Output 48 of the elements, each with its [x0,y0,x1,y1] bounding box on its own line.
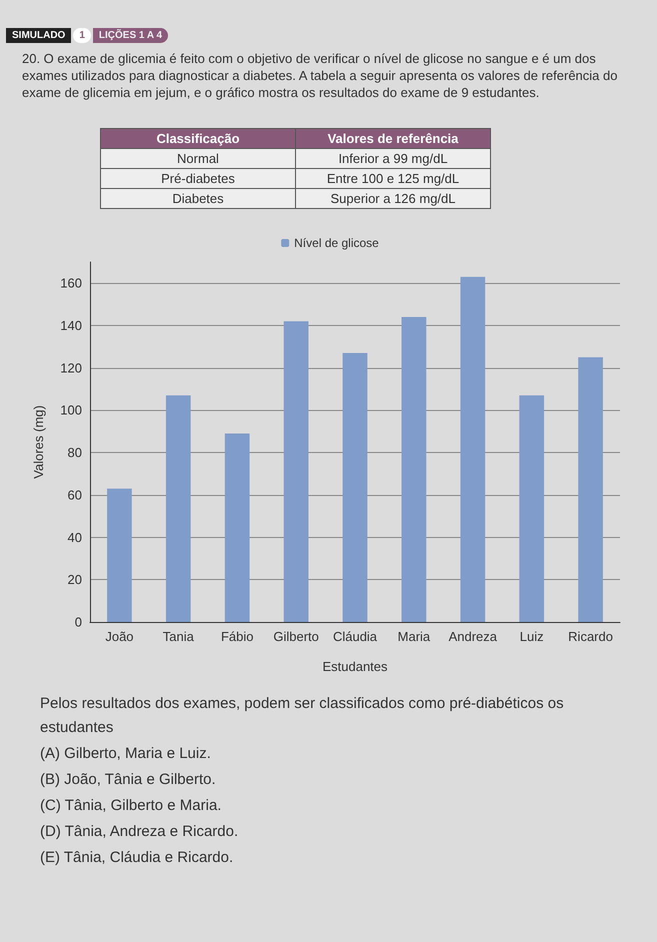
x-tick-label: Andreza [448,629,498,644]
text: LIÇÕES 1 A 4 [92,28,168,43]
bar [107,488,132,622]
y-tick-label: 20 [68,572,82,588]
x-axis-title: Estudantes [322,659,388,674]
y-axis-title: Valores (mg) [31,405,46,479]
y-tick-label: 100 [60,402,82,418]
x-tick-label: Ricardo [568,629,613,644]
text: 1 [73,28,91,43]
text: SIMULADO [6,28,72,43]
text: Valores de referência [296,128,490,148]
bar [166,395,191,622]
text: (E) Tânia, Cláudia e Ricardo. [40,848,234,868]
text: Pelos resultados dos exames, podem ser classificados como pré-diabéticos os estudantes [40,694,565,738]
x-tick-label: Gilberto [273,629,319,644]
bar [578,357,603,622]
text: Inferior a 99 mg/dL [296,148,490,168]
x-tick-label: João [105,629,134,644]
x-tick-label: Tania [162,629,195,644]
text: Superior a 126 mg/dL [296,188,490,208]
y-tick-label: 120 [60,360,82,376]
text: Classificação [100,128,296,148]
bar [519,395,544,622]
bar [224,434,250,622]
text: Pré-diabetes [100,168,296,188]
legend-label: Nível de glicose [294,236,380,250]
text: (A) Gilberto, Maria e Luiz. [40,744,212,764]
x-tick-label: Luiz [520,629,544,644]
text: (C) Tânia, Gilberto e Maria. [40,796,222,816]
bar [342,353,368,622]
x-tick-label: Cláudia [332,629,378,644]
y-tick-label: 40 [68,530,82,545]
y-tick-label: 80 [68,445,82,460]
y-tick-label: 160 [60,276,82,291]
text: (B) João, Tânia e Gilberto. [40,770,217,790]
bar [284,321,308,622]
y-tick-label: 0 [74,614,82,630]
bar [402,317,426,622]
text: Diabetes [100,188,296,208]
x-tick-label: Maria [398,629,431,644]
text: Entre 100 e 125 mg/dL [296,168,490,188]
x-tick-label: Fábio [220,629,254,644]
bar [460,276,486,622]
y-tick-label: 60 [68,487,82,502]
text: Normal [100,148,296,168]
text: (D) Tânia, Andreza e Ricardo. [40,822,240,842]
y-tick-label: 140 [60,318,82,334]
chart-title: 20. O exame de glicemia é feito com o objetivo de verificar o nível de glicose no sangue e é um dos exames utilizados para diagnosticar a diabetes. A tabela a seguir apresenta os valores de referência do exame de glicemia em jejum, e o gráfico mostra os resultados do exame de 9 estudantes. [22,50,618,101]
